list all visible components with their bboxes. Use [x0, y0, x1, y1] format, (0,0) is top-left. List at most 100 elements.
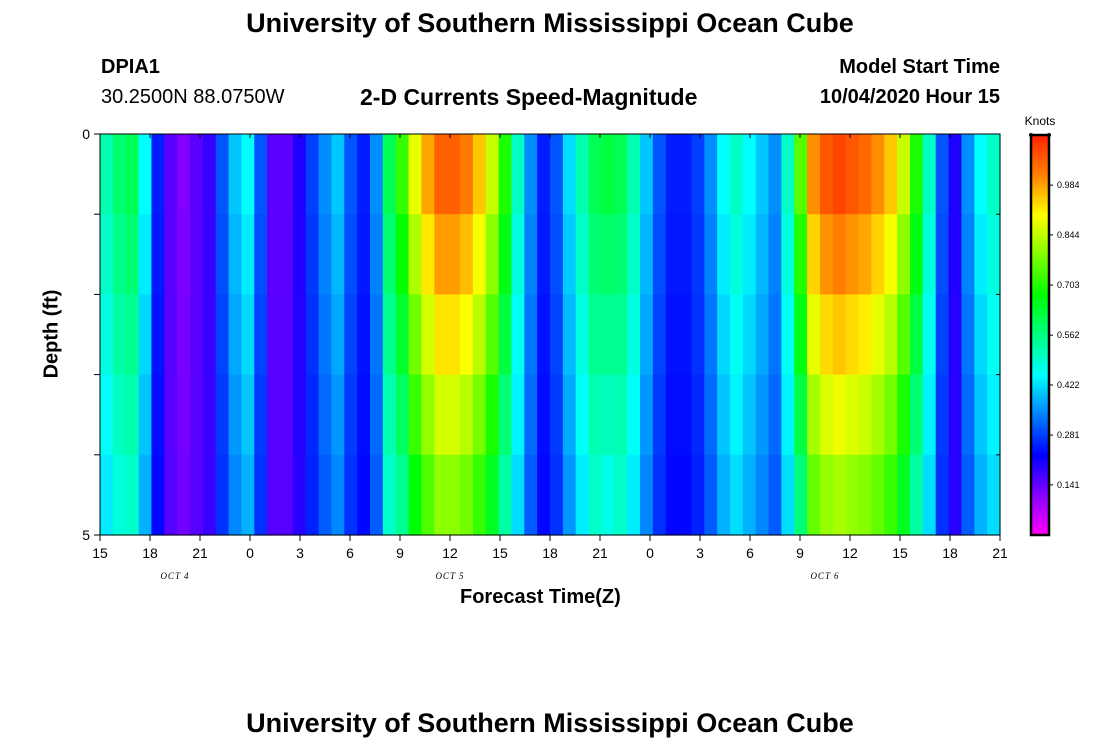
heatmap-cell	[807, 454, 821, 536]
heatmap-cell	[498, 214, 513, 295]
heatmap-cell	[485, 294, 500, 376]
heatmap-cell	[305, 454, 320, 536]
heatmap-cell	[292, 374, 307, 456]
heatmap-cell	[357, 454, 371, 536]
heatmap-cell	[344, 134, 358, 215]
heatmap-cell	[627, 214, 641, 295]
heatmap-cell	[100, 134, 114, 215]
x-axis: 15 18 21 0 3 6 9 12 15 18 21 0 3 6 9 12 15 18 21	[92, 134, 1008, 561]
heatmap-cell	[601, 294, 615, 376]
heatmap-cell	[601, 454, 615, 536]
heatmap-cell	[717, 374, 731, 456]
heatmap-cell	[794, 214, 808, 295]
heatmap-cell	[472, 374, 487, 456]
colorbar-tick-label: 0.141	[1057, 480, 1080, 490]
heatmap-cell	[241, 134, 255, 215]
heatmap-cell	[768, 134, 783, 215]
x-tick-label: 12	[842, 545, 858, 561]
heatmap-cell	[395, 294, 410, 376]
heatmap-cell	[125, 374, 140, 456]
heatmap-cell	[627, 134, 641, 215]
heatmap-cell	[665, 294, 680, 376]
y-axis: 05	[82, 126, 1000, 543]
heatmap-cell	[562, 294, 577, 376]
heatmap-cell	[665, 134, 680, 215]
heatmap-cell	[215, 134, 230, 215]
heatmap-cell	[434, 294, 448, 376]
heatmap-cell	[267, 214, 281, 295]
heatmap-cell	[125, 294, 140, 376]
heatmap-cell	[408, 294, 423, 376]
heatmap-cell	[511, 134, 525, 215]
heatmap-cell	[421, 454, 435, 536]
heatmap-cell	[897, 454, 911, 536]
heatmap-cell	[331, 294, 345, 376]
x-tick-label: 21	[992, 545, 1008, 561]
heatmap-cell	[768, 294, 783, 376]
heatmap-cell	[948, 454, 963, 536]
heatmap-cell	[177, 134, 191, 215]
heatmap-cell	[781, 454, 795, 536]
heatmap-cell	[987, 294, 1001, 376]
heatmap-cell	[922, 294, 937, 376]
heatmap-cell	[820, 374, 834, 456]
heatmap-cell	[897, 294, 911, 376]
heatmap-cell	[832, 294, 847, 376]
x-tick-label: 18	[942, 545, 958, 561]
heatmap-cell	[254, 214, 268, 295]
heatmap-cell	[871, 214, 885, 295]
heatmap-cell	[125, 454, 140, 536]
heatmap-cell	[292, 454, 307, 536]
heatmap-cell	[460, 134, 474, 215]
heatmap-cell	[987, 454, 1001, 536]
heatmap-cell	[202, 214, 217, 295]
heatmap-cell	[511, 374, 525, 456]
heatmap-cell	[382, 134, 397, 215]
heatmap-cell	[254, 454, 268, 536]
heatmap-cell	[460, 374, 474, 456]
heatmap-cell	[717, 134, 731, 215]
heatmap-cell	[652, 374, 667, 456]
heatmap-cell	[305, 374, 320, 456]
heatmap-cell	[447, 374, 461, 456]
heatmap-cell	[344, 454, 358, 536]
heatmap-cell	[228, 214, 243, 295]
heatmap-cell	[704, 294, 718, 376]
heatmap-cell	[730, 214, 744, 295]
heatmap-cell	[974, 134, 988, 215]
heatmap-cell	[562, 374, 577, 456]
heatmap-cell	[768, 374, 783, 456]
heatmap-cell	[421, 294, 435, 376]
heatmap-cell	[228, 294, 243, 376]
heatmap-cell	[948, 134, 963, 215]
heatmap-cell	[858, 454, 873, 536]
heatmap-cells	[100, 134, 1001, 536]
colorbar: Knots 0.984 0.844 0.703 0.562 0.422 0.281 0.141	[1025, 114, 1080, 537]
heatmap-cell	[164, 294, 178, 376]
x-tick-label: 6	[346, 545, 354, 561]
heatmap-cell	[241, 214, 255, 295]
heatmap-cell	[961, 134, 975, 215]
heatmap-cell	[215, 214, 230, 295]
heatmap-cell	[691, 374, 705, 456]
heatmap-cell	[305, 134, 320, 215]
heatmap-cell	[575, 294, 590, 376]
heatmap-cell	[935, 134, 950, 215]
x-tick-label: 6	[746, 545, 754, 561]
heatmap-cell	[614, 214, 628, 295]
heatmap-cell	[781, 214, 795, 295]
heatmap-cell	[858, 134, 873, 215]
heatmap-cell	[112, 454, 127, 536]
date-label: OCT 4	[160, 571, 189, 581]
y-tick-label: 0	[82, 126, 90, 142]
heatmap-cell	[922, 134, 937, 215]
heatmap-cell	[524, 134, 538, 215]
heatmap-cell	[100, 214, 114, 295]
heatmap-cell	[434, 214, 448, 295]
heatmap-cell	[691, 134, 705, 215]
heatmap-cell	[228, 454, 243, 536]
heatmap-cell	[382, 374, 397, 456]
heatmap-cell	[755, 214, 770, 295]
heatmap-cell	[640, 214, 654, 295]
x-tick-label: 12	[442, 545, 458, 561]
